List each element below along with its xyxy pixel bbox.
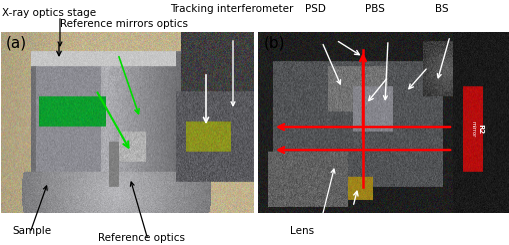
Text: (a): (a)	[6, 35, 27, 50]
Text: BS: BS	[434, 4, 448, 14]
Text: (b): (b)	[264, 35, 285, 50]
Text: PSD: PSD	[304, 4, 325, 14]
Text: PBS: PBS	[364, 4, 384, 14]
Text: Reference optics: Reference optics	[98, 233, 185, 243]
Text: Lens: Lens	[290, 226, 314, 236]
Text: Sample: Sample	[12, 226, 51, 236]
Text: X-ray optics stage: X-ray optics stage	[2, 8, 96, 18]
Text: mirror: mirror	[470, 121, 474, 137]
Text: Tracking interferometer: Tracking interferometer	[169, 4, 293, 14]
Text: Reference mirrors optics: Reference mirrors optics	[60, 19, 188, 29]
Text: R2: R2	[476, 124, 482, 134]
